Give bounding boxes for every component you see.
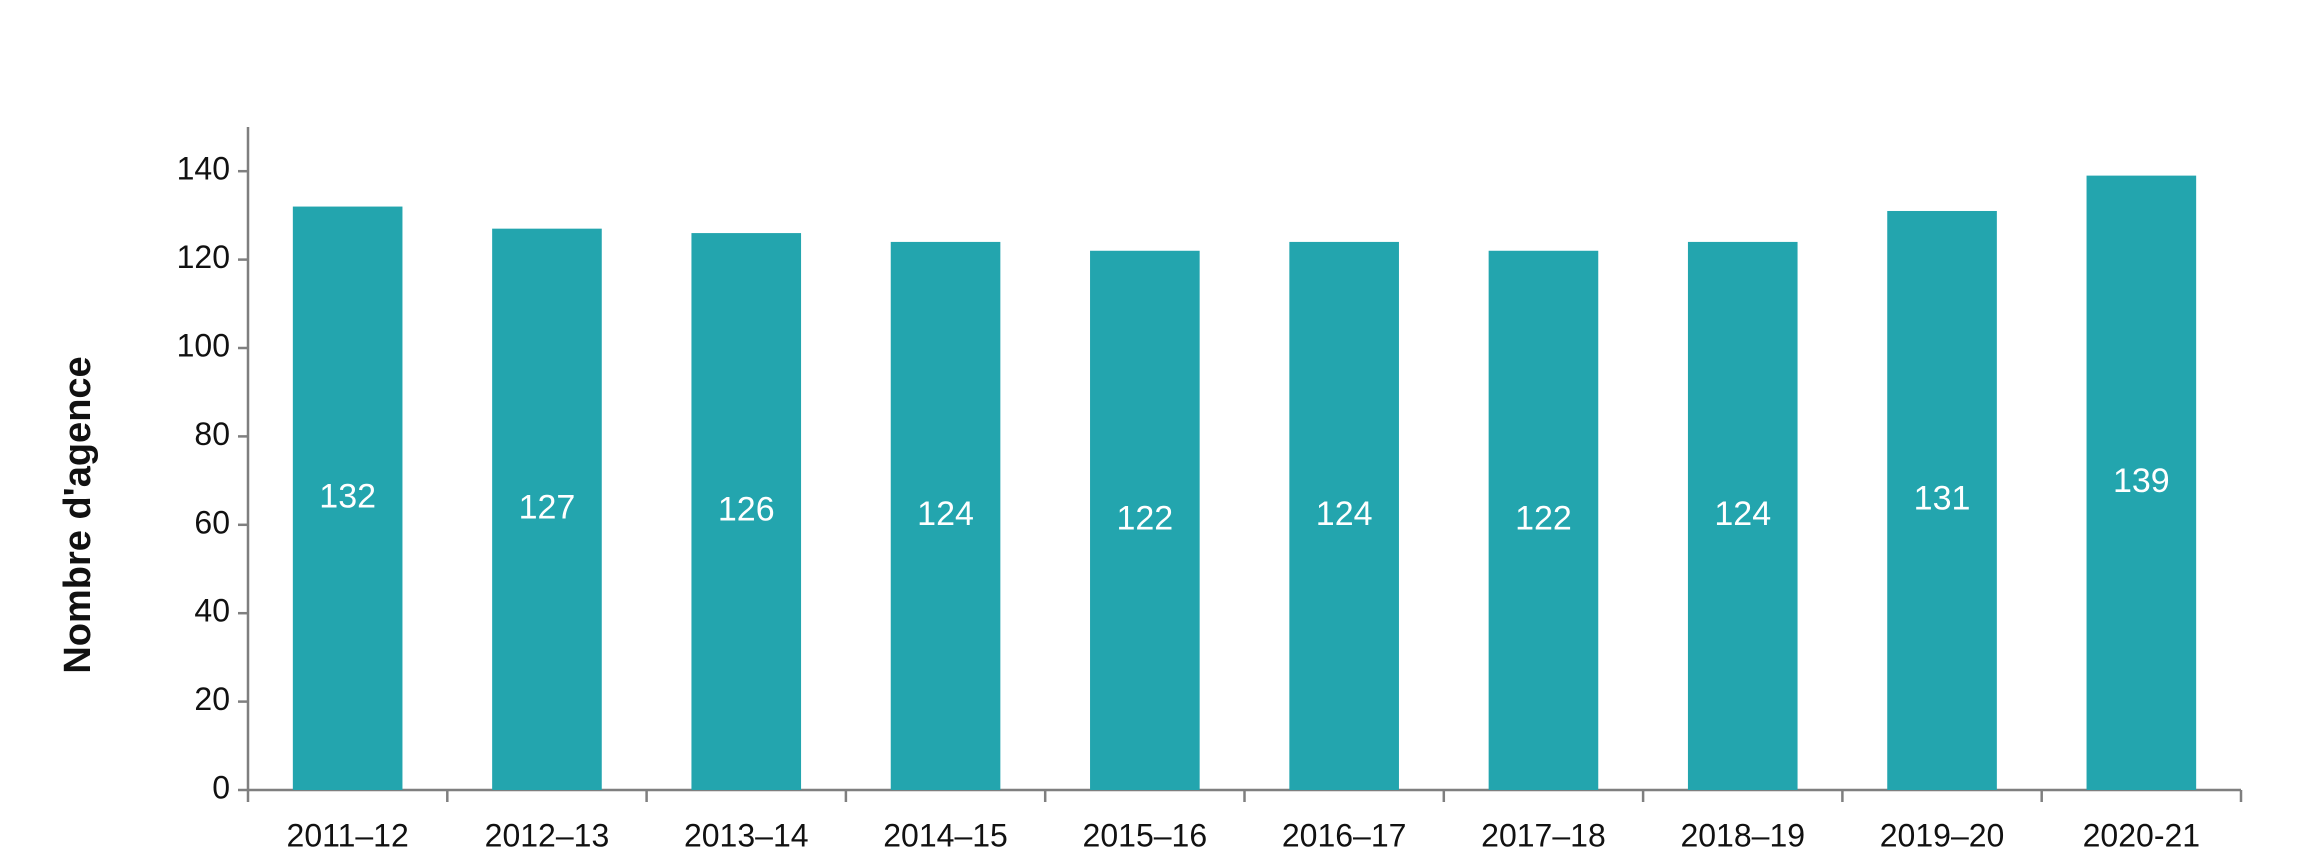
x-tick-label: 2014–15	[883, 817, 1008, 853]
bar	[1887, 210, 1997, 791]
bar	[691, 233, 802, 790]
x-tick-label: 2018–19	[1680, 817, 1805, 853]
data-label: 124	[1316, 495, 1373, 533]
x-tick-label: 2020-21	[2083, 817, 2200, 853]
data-label: 124	[917, 495, 974, 533]
y-tick-label: 40	[194, 593, 230, 629]
y-axis-title: Nombre d'agence	[57, 356, 99, 673]
x-tick-label: 2016–17	[1282, 817, 1407, 853]
y-tick-label: 60	[194, 504, 230, 540]
x-tick-label: 2019–20	[1880, 817, 2005, 853]
data-label: 127	[519, 488, 576, 526]
data-label: 126	[718, 491, 775, 529]
x-tick-label: 2013–14	[684, 817, 809, 853]
bar	[292, 206, 403, 790]
bar	[2086, 175, 2197, 790]
bar	[890, 241, 1001, 791]
y-tick-label: 140	[177, 151, 230, 187]
x-tick-label: 2015–16	[1083, 817, 1208, 853]
data-label: 122	[1116, 499, 1173, 537]
y-tick-label: 0	[212, 769, 230, 805]
y-tick-label: 20	[194, 681, 230, 717]
bar	[1289, 241, 1399, 791]
data-label: 139	[2113, 462, 2170, 500]
data-label: 131	[1914, 479, 1971, 517]
data-label: 124	[1714, 495, 1771, 533]
y-tick-label: 80	[194, 416, 230, 452]
y-tick-label: 100	[177, 327, 230, 363]
x-tick-label: 2012–13	[485, 817, 610, 853]
y-tick-label: 120	[177, 239, 230, 275]
data-label: 132	[319, 477, 376, 515]
bar	[492, 228, 602, 790]
x-tick-label: 2011–12	[287, 817, 409, 853]
data-label: 122	[1515, 499, 1572, 537]
bar	[1488, 250, 1599, 790]
bar	[1687, 241, 1798, 791]
bar	[1090, 250, 1200, 790]
x-tick-label: 2017–18	[1481, 817, 1606, 853]
